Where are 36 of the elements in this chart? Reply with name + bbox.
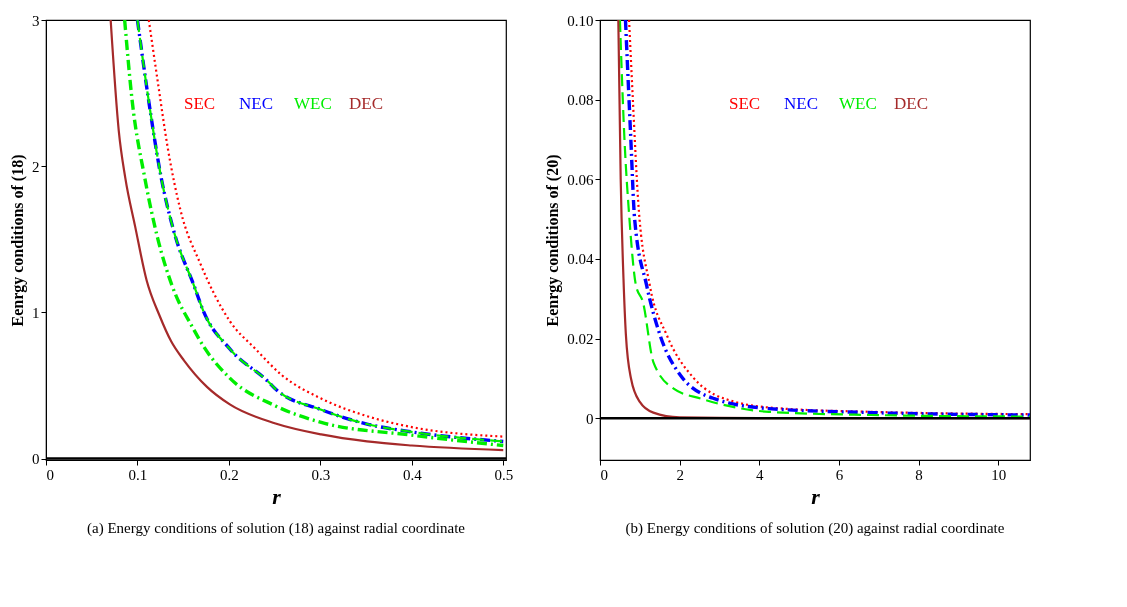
text: WEC — [294, 93, 332, 113]
x-axis-title: r — [272, 483, 282, 509]
text: (b) Energy conditions of solution (20) against radial coordinate — [625, 520, 1005, 537]
y-axis-title: Eenrgy conditions of (20) — [544, 154, 563, 327]
y-tick-label: 2 — [32, 158, 40, 175]
y-tick-label: 3 — [32, 12, 40, 29]
y-tick-label: 0.04 — [567, 251, 594, 268]
y-tick-label: 0 — [32, 451, 40, 468]
x-tick-label: 0.1 — [128, 466, 148, 483]
y-tick-label: 0.02 — [567, 331, 594, 348]
series-label: SEC — [184, 93, 216, 113]
x-tick-label: 4 — [756, 466, 765, 483]
x-tick-label: 6 — [835, 466, 844, 483]
x-tick-label: 0 — [600, 466, 608, 483]
y-tick-label: 0 — [586, 410, 594, 427]
text: NEC — [784, 93, 818, 113]
text: DEC — [894, 93, 928, 113]
x-tick-label: 2 — [676, 466, 684, 483]
x-tick-label: 0 — [46, 466, 54, 483]
y-tick-label: 0.10 — [567, 12, 594, 29]
text: (a) Energy conditions of solution (18) against radial coordinate — [87, 520, 466, 537]
x-axis-title: r — [811, 483, 821, 509]
x-tick-label: 0.2 — [220, 466, 239, 483]
x-tick-label: 0.4 — [402, 466, 423, 483]
text: DEC — [349, 93, 383, 113]
x-tick-label: 0.3 — [311, 466, 331, 483]
y-tick-label: 0.08 — [567, 92, 594, 109]
y-tick-label: 0.06 — [567, 171, 594, 188]
y-axis-title: Eenrgy conditions of (18) — [9, 154, 27, 327]
text: WEC — [839, 93, 877, 113]
x-tick-label: 8 — [915, 466, 923, 483]
x-tick-label: 10 — [991, 466, 1007, 483]
x-tick-label: 0.5 — [494, 466, 514, 483]
text: NEC — [239, 93, 273, 113]
text: SEC — [729, 93, 761, 113]
y-tick-label: 1 — [32, 304, 40, 321]
